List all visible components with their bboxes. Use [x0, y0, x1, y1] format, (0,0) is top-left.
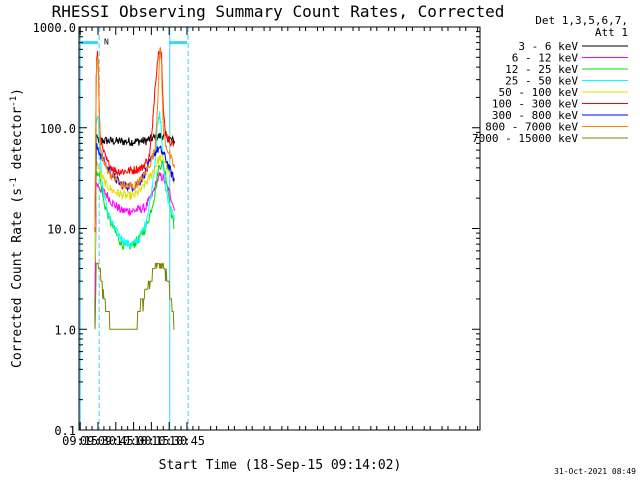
y-tick-label: 100.0: [40, 122, 76, 136]
y-tick-label: 1000.0: [33, 21, 76, 35]
legend-entry-label: 6 - 12 keV: [512, 52, 579, 65]
legend-entry-label: 12 - 25 keV: [505, 63, 578, 76]
series-line-3: [94, 111, 175, 263]
generation-timestamp: 31-Oct-2021 08:49: [554, 467, 636, 476]
series-line-8: [94, 262, 175, 330]
night-marker-label: N: [104, 38, 109, 47]
x-axis-label: Start Time (18-Sep-15 09:14:02): [159, 458, 402, 473]
legend-entry-label: 3 - 6 keV: [518, 40, 578, 53]
x-tick-label: 09:30: [80, 434, 116, 448]
x-tick-label: 10:00: [116, 434, 152, 448]
series-line-4: [94, 151, 175, 263]
chart-title: RHESSI Observing Summary Count Rates, Co…: [52, 2, 505, 21]
legend-entry-label: 300 - 800 keV: [492, 109, 578, 122]
y-tick-label: 0.1: [54, 424, 76, 438]
legend-header-line-1: Det 1,3,5,6,7,: [535, 14, 628, 27]
axes: [78, 26, 481, 431]
series-line-7: [94, 47, 175, 228]
x-tick-label: 09:15: [62, 434, 98, 448]
x-tick-label: 10:15: [133, 434, 169, 448]
y-axis-label-exponent-1: -1: [9, 177, 19, 188]
x-tick-label: 10:30: [151, 434, 187, 448]
y-axis-label-exponent-2: -1: [9, 96, 19, 107]
legend-entry-label: 25 - 50 keV: [505, 75, 578, 88]
legend-entry-label: 50 - 100 keV: [499, 86, 579, 99]
plot-frame: [78, 26, 481, 431]
series-line-1: [94, 172, 175, 299]
y-tick-label: 10.0: [47, 223, 76, 237]
legend-header-line-2: Att 1: [595, 26, 628, 39]
y-tick-label: 1.0: [54, 323, 76, 337]
legend-entry-label: 100 - 300 keV: [492, 98, 578, 111]
y-axis-label-mid: detector: [10, 107, 25, 178]
y-axis-ticks: 1000.0 100.0 10.0 1.0 0.1: [33, 21, 480, 438]
legend-entry-label: 7000 - 15000 keV: [472, 132, 578, 145]
series-layer: [94, 47, 175, 330]
y-axis-label-suffix: ): [10, 88, 25, 96]
x-tick-label: 10:45: [169, 434, 205, 448]
x-tick-label: 09:45: [98, 434, 134, 448]
y-axis-label: Corrected Count Rate (s-1 detector-1): [9, 88, 25, 368]
legend-entry-label: 800 - 7000 keV: [485, 121, 578, 134]
y-axis-label-prefix: Corrected Count Rate (s: [10, 188, 25, 368]
series-line-2: [94, 159, 175, 263]
